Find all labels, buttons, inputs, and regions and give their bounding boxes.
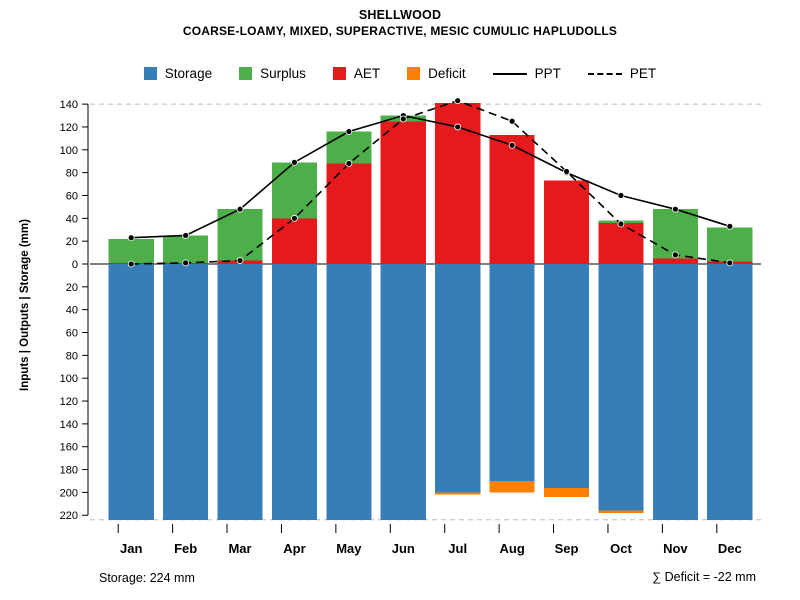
y-tick-label: 80 — [66, 350, 78, 362]
solid-line-icon — [492, 72, 527, 75]
y-axis — [82, 103, 89, 516]
bar-aet-Jun — [380, 121, 426, 264]
y-tick-label: 100 — [60, 373, 78, 385]
x-tick-label: Mar — [228, 541, 251, 556]
chart-subtitle: COARSE-LOAMY, MIXED, SUPERACTIVE, MESIC … — [182, 24, 618, 38]
legend-label-ppt: PPT — [534, 66, 561, 81]
bar-surplus-Feb — [163, 235, 209, 263]
legend-item-deficit: Deficit — [407, 66, 466, 81]
aet-swatch-icon — [332, 67, 346, 80]
x-tick-label: Dec — [718, 541, 742, 556]
y-tick-label: 60 — [66, 328, 78, 340]
bar-surplus-Jan — [108, 238, 154, 263]
x-tick-label: May — [336, 541, 362, 556]
x-tick-label: Jun — [392, 541, 415, 556]
bar-surplus-May — [326, 131, 372, 164]
legend-label-surplus: Surplus — [260, 66, 306, 81]
bar-aet-May — [326, 163, 372, 264]
x-tick-label: Aug — [499, 541, 524, 556]
x-tick-label: Sep — [555, 541, 579, 556]
y-tick-label: 40 — [66, 305, 78, 317]
legend-item-pet: PET — [587, 66, 657, 81]
bar-aet-Oct — [598, 222, 644, 264]
y-tick-label: 60 — [66, 190, 78, 202]
y-tick-label: 120 — [60, 396, 78, 408]
legend-label-deficit: Deficit — [428, 66, 466, 81]
y-tick-label: 140 — [60, 99, 78, 111]
y-tick-label: 140 — [60, 419, 78, 431]
y-tick-label: 120 — [60, 122, 78, 134]
pet-line — [131, 99, 730, 265]
bars-layer — [108, 102, 753, 520]
y-tick-label: 20 — [66, 282, 78, 294]
pet-points — [127, 97, 734, 268]
ppt-line — [131, 114, 731, 239]
dashed-line-icon — [587, 72, 622, 75]
bar-surplus-Nov — [652, 209, 698, 259]
x-tick-label: Jan — [120, 541, 142, 556]
y-tick-label: 40 — [66, 213, 78, 225]
x-tick-label: Feb — [174, 541, 197, 556]
legend-item-ppt: PPT — [492, 66, 561, 81]
legend-label-aet: AET — [353, 66, 381, 81]
bar-deficit-Sep — [543, 487, 590, 497]
y-tick-label: 100 — [60, 145, 78, 157]
bar-surplus-Apr — [271, 162, 318, 219]
bar-storage-Nov — [652, 264, 698, 520]
x-tick-label: Nov — [663, 541, 688, 556]
bar-storage-Jun — [380, 264, 426, 520]
bar-storage-Mar — [217, 264, 263, 520]
bar-storage-Aug — [489, 264, 535, 481]
chart-title: SHELLWOOD — [358, 8, 442, 22]
storage-note: Storage: 224 mm — [99, 571, 195, 585]
y-tick-label: 200 — [60, 487, 78, 499]
x-axis — [117, 524, 718, 533]
legend-label-pet: PET — [629, 66, 657, 81]
chart-legend: Storage Surplus AET Deficit PPT PET — [0, 66, 800, 81]
bar-deficit-Aug — [489, 480, 535, 493]
legend-item-storage: Storage — [143, 66, 213, 81]
y-tick-label: 20 — [66, 236, 78, 248]
x-tick-label: Jul — [448, 541, 467, 556]
bar-storage-Feb — [163, 264, 209, 520]
bar-surplus-Dec — [707, 227, 753, 262]
legend-item-aet: AET — [332, 66, 381, 81]
bar-aet-Aug — [489, 134, 535, 264]
y-tick-label: 160 — [60, 442, 78, 454]
bar-deficit-Jul — [435, 492, 481, 495]
legend-label-storage: Storage — [164, 66, 213, 81]
y-tick-label: 0 — [72, 259, 78, 271]
x-tick-label: Oct — [610, 541, 632, 556]
legend-item-surplus: Surplus — [239, 66, 306, 81]
ppt-points — [127, 112, 734, 242]
bar-storage-May — [326, 264, 372, 520]
deficit-note: ∑ Deficit = -22 mm — [652, 570, 756, 584]
y-tick-label: 220 — [60, 510, 78, 522]
storage-swatch-icon — [143, 67, 157, 80]
x-tick-label: Apr — [283, 541, 305, 556]
bar-storage-Jan — [108, 264, 154, 520]
bar-aet-Nov — [652, 258, 698, 264]
bar-storage-Sep — [543, 264, 590, 488]
bar-surplus-Mar — [217, 209, 263, 261]
bar-aet-Apr — [271, 218, 318, 264]
deficit-swatch-icon — [407, 67, 421, 80]
bar-deficit-Oct — [598, 510, 644, 513]
y-tick-label: 180 — [60, 465, 78, 477]
bar-storage-Apr — [271, 264, 318, 520]
surplus-swatch-icon — [239, 67, 253, 80]
y-tick-label: 80 — [66, 168, 78, 180]
bar-aet-Sep — [543, 180, 590, 264]
bar-storage-Jul — [435, 264, 481, 493]
bar-storage-Dec — [707, 264, 753, 520]
bar-storage-Oct — [598, 264, 644, 511]
